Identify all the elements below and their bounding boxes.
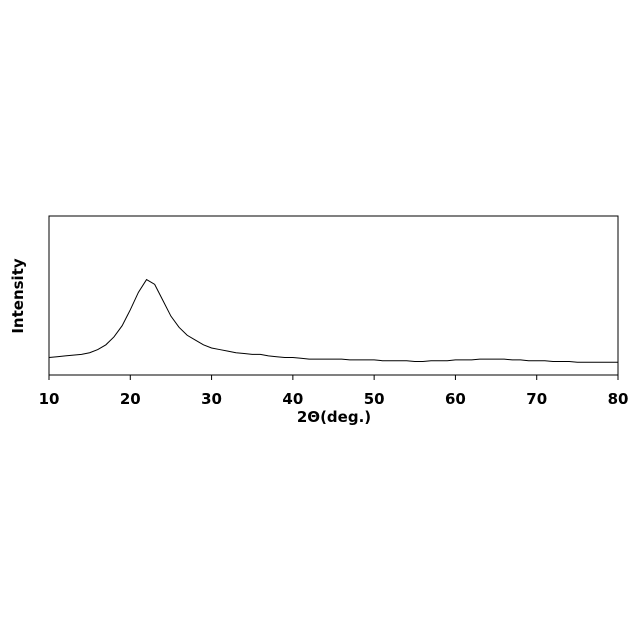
x-tick-label: 10 bbox=[39, 390, 60, 408]
y-axis-label: Intensity bbox=[9, 258, 27, 334]
x-tick-label: 70 bbox=[526, 390, 547, 408]
data-line bbox=[49, 280, 618, 363]
x-tick-label: 20 bbox=[120, 390, 141, 408]
x-tick-label: 40 bbox=[282, 390, 303, 408]
x-tick-label: 60 bbox=[445, 390, 466, 408]
x-tick-label: 50 bbox=[364, 390, 385, 408]
page: {"chart_data": {"type": "line", "x_label… bbox=[0, 0, 640, 640]
x-tick-label: 80 bbox=[608, 390, 629, 408]
plot-frame bbox=[49, 216, 618, 375]
x-tick-label: 30 bbox=[201, 390, 222, 408]
x-axis-label: 2Θ(deg.) bbox=[297, 408, 371, 426]
chart: 2Θ(deg.) Intensity 10 20 30 40 50 60 70 80 bbox=[0, 0, 640, 640]
